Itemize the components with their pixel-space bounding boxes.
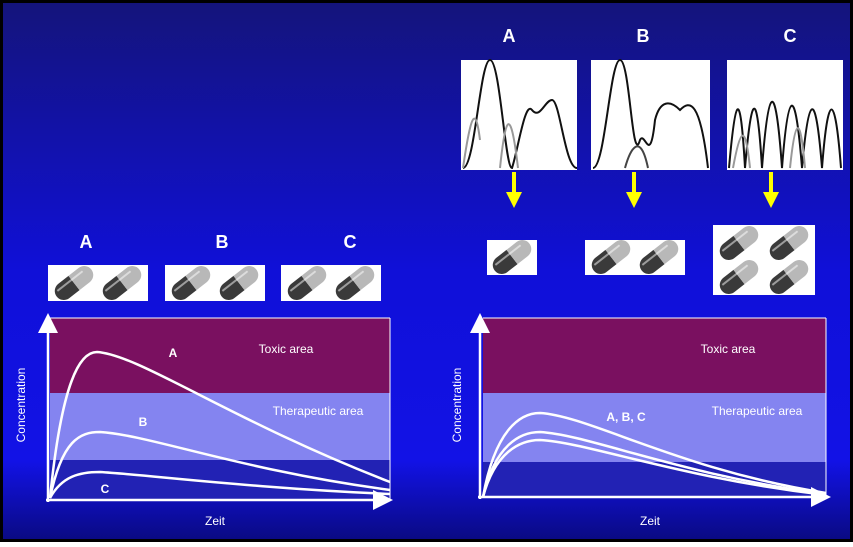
curve xyxy=(481,430,827,498)
genotype-label: B xyxy=(637,26,650,46)
curve xyxy=(48,430,391,499)
curve-label: A xyxy=(169,346,178,360)
toxic-band xyxy=(50,318,390,393)
concentration-chart xyxy=(470,313,831,507)
subtherapeutic-band xyxy=(483,462,826,497)
band-label: Therapeutic area xyxy=(273,404,364,418)
curve xyxy=(48,470,391,499)
x-axis-label: Zeit xyxy=(640,514,661,528)
curve-label: C xyxy=(101,482,110,496)
subtherapeutic-band xyxy=(50,460,390,500)
formulation-label: A xyxy=(80,232,93,252)
curve xyxy=(48,350,391,499)
curve-label: B xyxy=(139,415,148,429)
concentration-chart xyxy=(38,313,393,510)
therapeutic-band xyxy=(50,393,390,460)
therapeutic-band xyxy=(483,393,826,462)
pill-box xyxy=(487,221,815,299)
x-axis-label: Zeit xyxy=(205,514,226,528)
curve xyxy=(481,411,827,498)
pill-box xyxy=(48,261,381,305)
curve-label: A, B, C xyxy=(606,410,646,424)
genotype-label: C xyxy=(784,26,797,46)
y-axis-label: Concentration xyxy=(450,368,464,443)
genotype-label: A xyxy=(503,26,516,46)
curve xyxy=(481,438,827,498)
toxic-band xyxy=(483,318,826,393)
formulation-label: C xyxy=(344,232,357,252)
y-axis-label: Concentration xyxy=(14,368,28,443)
band-label: Toxic area xyxy=(259,342,314,356)
arrow xyxy=(506,172,779,208)
band-label: Therapeutic area xyxy=(712,404,803,418)
formulation-label: B xyxy=(216,232,229,252)
band-label: Toxic area xyxy=(701,342,756,356)
chromatogram xyxy=(461,58,843,170)
